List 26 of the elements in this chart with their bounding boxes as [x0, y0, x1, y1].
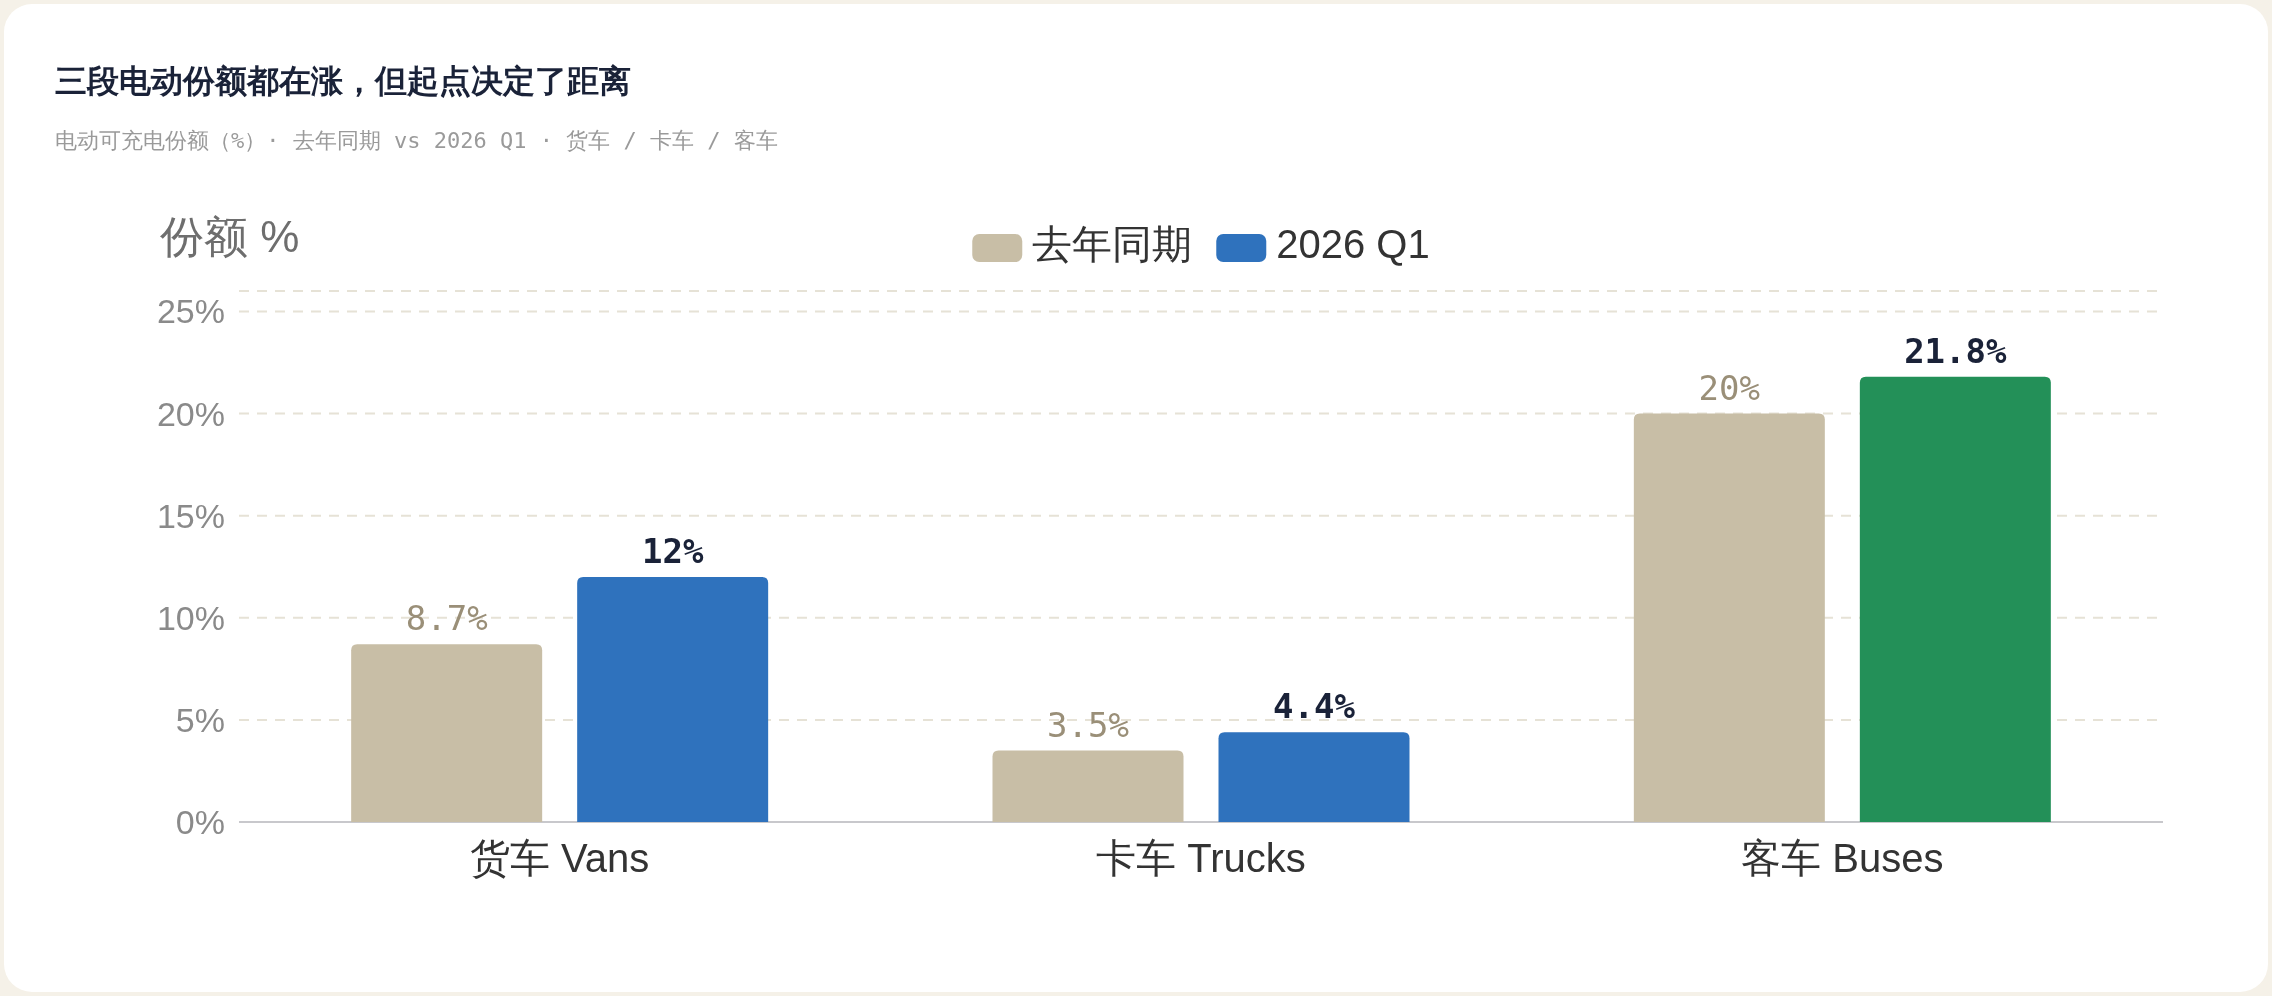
data-label: 3.5%	[1047, 704, 1129, 745]
x-tick-label: 卡车 Trucks	[1096, 836, 1306, 880]
y-tick-label: 20%	[156, 394, 225, 433]
bar	[577, 576, 769, 822]
data-label: 21.8%	[1904, 330, 2008, 371]
chart-subtitle: 电动可充电份额（%）· 去年同期 vs 2026 Q1 · 货车 / 卡车 / 客车	[55, 128, 778, 153]
chart-title: 三段电动份额都在涨，但起点决定了距离	[55, 62, 631, 100]
y-axis-title: 份额 %	[160, 212, 300, 261]
bar	[1218, 732, 1410, 822]
y-tick-label: 10%	[156, 598, 225, 637]
data-label: 4.4%	[1273, 686, 1356, 727]
y-tick-label: 25%	[156, 292, 225, 331]
y-tick-label: 15%	[156, 496, 225, 535]
x-tick-label: 货车 Vans	[470, 836, 650, 880]
data-label: 8.7%	[405, 598, 488, 639]
bar	[1859, 376, 2051, 822]
y-tick-label: 0%	[175, 803, 225, 841]
bar	[1633, 413, 1825, 822]
y-tick-label: 5%	[175, 700, 225, 739]
bar	[351, 644, 543, 822]
data-label: 12%	[641, 530, 704, 571]
data-label: 20%	[1698, 367, 1761, 408]
legend-label: 去年同期	[1032, 222, 1193, 266]
x-tick-label: 客车 Buses	[1741, 836, 1944, 880]
legend-label: 2026 Q1	[1276, 222, 1430, 266]
bar	[992, 750, 1184, 822]
